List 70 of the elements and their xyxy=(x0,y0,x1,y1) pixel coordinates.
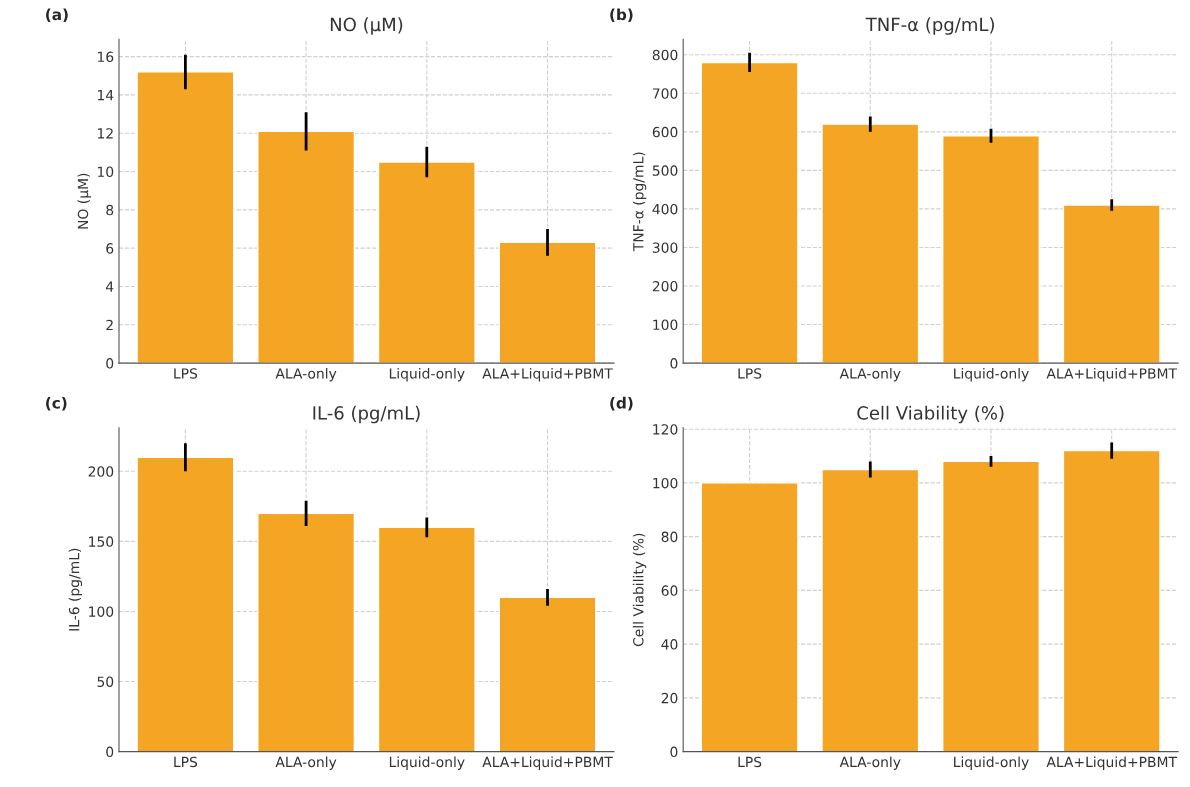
bar xyxy=(377,526,476,752)
y-axis-title: TNF-α (pg/mL) xyxy=(632,152,647,252)
y-tick-label: 6 xyxy=(106,243,114,254)
y-tick-label: 120 xyxy=(653,424,678,435)
x-tick-label: ALA+Liquid+PBMT xyxy=(482,367,613,382)
y-tick-label: 0 xyxy=(670,358,678,369)
y-tick-label: 800 xyxy=(652,49,678,61)
y-axis-title: Cell Viability (%) xyxy=(632,533,647,647)
y-tick-label: 12 xyxy=(97,128,113,139)
x-tick-label: Liquid-only xyxy=(954,367,1029,382)
bar xyxy=(942,135,1040,364)
x-tick-label: ALA+Liquid+PBMT xyxy=(1046,367,1178,382)
y-tick-label: 100 xyxy=(653,319,678,331)
y-tick-label: 2 xyxy=(106,319,113,331)
y-axis-title: NO (μM) xyxy=(77,173,91,229)
chart-title: IL-6 (pg/mL) xyxy=(313,405,420,424)
y-axis-title: IL-6 (pg/mL) xyxy=(68,548,83,631)
x-tick-label: ALA-only xyxy=(839,756,901,770)
y-tick-label: 0 xyxy=(106,746,114,758)
bar xyxy=(1062,204,1161,364)
bar xyxy=(136,456,235,752)
bar xyxy=(498,596,597,752)
y-tick-label: 50 xyxy=(97,676,114,687)
x-tick-label: LPS xyxy=(174,756,198,768)
y-tick-label: 4 xyxy=(105,281,114,292)
y-tick-label: 40 xyxy=(661,639,678,650)
text: (c) xyxy=(46,396,67,411)
y-tick-label: 100 xyxy=(89,606,114,617)
y-tick-label: 200 xyxy=(652,280,678,292)
bar xyxy=(700,61,799,364)
bar xyxy=(136,71,235,364)
chart-title: Cell Viability (%) xyxy=(857,405,1004,424)
bar xyxy=(377,161,476,364)
y-tick-label: 8 xyxy=(106,204,114,216)
text: (d) xyxy=(610,396,633,411)
chart-title: TNF-α (pg/mL) xyxy=(865,17,994,35)
x-tick-label: LPS xyxy=(174,368,198,379)
y-tick-label: 0 xyxy=(106,358,114,369)
y-tick-label: 500 xyxy=(652,165,678,176)
x-tick-label: Liquid-only xyxy=(389,756,465,770)
y-tick-label: 600 xyxy=(652,126,678,138)
y-tick-label: 400 xyxy=(652,203,678,215)
y-tick-label: 16 xyxy=(97,51,114,63)
y-tick-label: 20 xyxy=(661,692,678,704)
x-tick-label: ALA-only xyxy=(275,756,337,770)
x-tick-label: ALA-only xyxy=(839,367,901,382)
bar xyxy=(498,241,597,364)
x-tick-label: LPS xyxy=(738,756,762,768)
chart-title: NO (μM) xyxy=(330,17,403,35)
y-tick-label: 100 xyxy=(653,477,678,489)
y-tick-label: 150 xyxy=(89,536,114,547)
y-tick-label: 14 xyxy=(97,90,114,101)
text: (b) xyxy=(610,8,633,22)
y-tick-label: 80 xyxy=(661,531,678,543)
y-tick-label: 300 xyxy=(652,242,678,253)
bar xyxy=(257,130,356,364)
text: (a) xyxy=(46,8,68,22)
x-tick-label: ALA-only xyxy=(275,367,337,382)
x-tick-label: Liquid-only xyxy=(389,367,465,382)
bar xyxy=(257,512,356,752)
x-tick-label: ALA+Liquid+PBMT xyxy=(1046,756,1178,770)
x-tick-label: LPS xyxy=(738,368,762,379)
x-tick-label: Liquid-only xyxy=(954,756,1029,770)
y-tick-label: 200 xyxy=(88,466,114,477)
y-tick-label: 0 xyxy=(670,746,678,758)
bar xyxy=(821,123,920,364)
y-tick-label: 700 xyxy=(652,88,678,99)
y-tick-label: 60 xyxy=(661,585,678,596)
x-tick-label: ALA+Liquid+PBMT xyxy=(482,756,613,770)
y-tick-label: 10 xyxy=(97,166,114,177)
